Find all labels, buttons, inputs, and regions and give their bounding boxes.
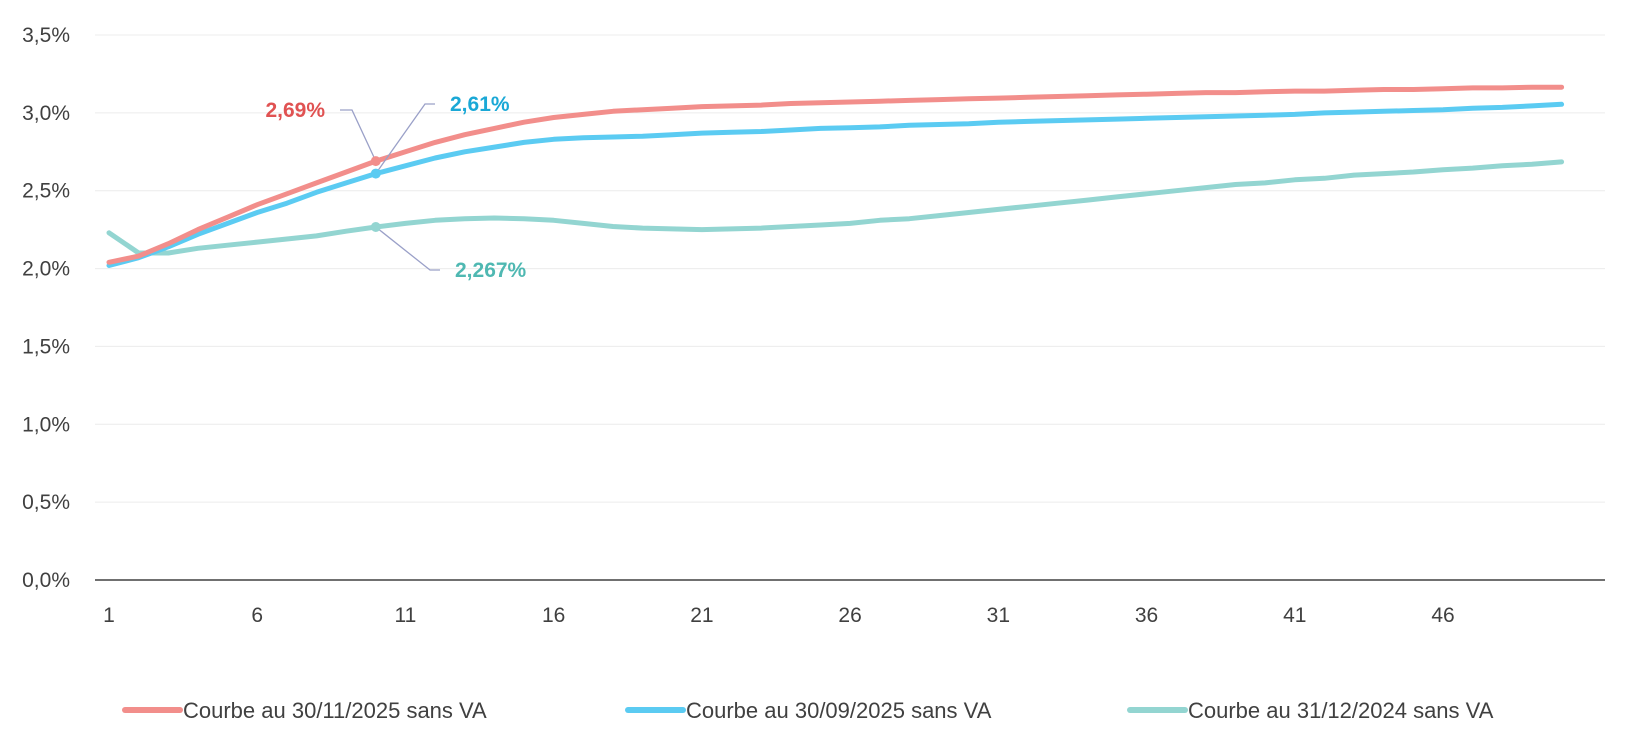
gridlines <box>95 34 1605 503</box>
series-line-2 <box>106 101 1565 268</box>
x-tick-label: 26 <box>838 604 861 627</box>
axes: 0,0%0,5%1,0%1,5%2,0%2,5%3,0%3,5%1 6 11 16 21… <box>22 24 1605 627</box>
series-line-1 <box>106 84 1565 265</box>
series-line-3 <box>106 159 1565 256</box>
y-tick-label: 3,5% <box>22 24 70 47</box>
callout-label: 2,69% <box>265 99 325 122</box>
callout-leader <box>375 103 435 174</box>
x-tick-label: 16 <box>542 604 565 627</box>
series-lines <box>106 84 1565 268</box>
y-tick-label: 1,5% <box>22 335 70 358</box>
x-tick-label: 46 <box>1431 604 1454 627</box>
callout-leader <box>340 109 377 162</box>
callouts: 2,69% 2,61% 2,267% <box>265 93 526 282</box>
legend-label: Courbe au 31/12/2024 sans VA <box>1188 698 1494 723</box>
x-tick-label: 41 <box>1283 604 1306 627</box>
x-tick-label: 31 <box>987 604 1010 627</box>
y-tick-label: 2,0% <box>22 258 70 281</box>
x-tick-label: 36 <box>1135 604 1158 627</box>
data-point-marker <box>370 221 381 232</box>
callout-label: 2,61% <box>450 93 510 116</box>
callout-label: 2,267% <box>455 259 527 282</box>
x-tick-label: 21 <box>690 604 713 627</box>
y-tick-label: 1,0% <box>22 413 70 436</box>
x-tick-label: 11 <box>395 604 417 627</box>
legend-label: Courbe au 30/11/2025 sans VA <box>183 698 487 723</box>
y-tick-label: 2,5% <box>22 180 70 203</box>
x-tick-label: 1 <box>103 604 115 627</box>
y-tick-label: 3,0% <box>22 102 70 125</box>
y-tick-label: 0,0% <box>22 569 70 592</box>
x-tick-label: 6 <box>251 604 263 627</box>
data-point-marker <box>370 168 381 179</box>
y-tick-label: 0,5% <box>22 491 70 514</box>
data-point-marker <box>370 156 381 167</box>
callout-leader <box>375 226 440 271</box>
legend: Courbe au 30/11/2025 sans VA Courbe au 30… <box>122 698 1494 723</box>
legend-label: Courbe au 30/09/2025 sans VA <box>686 698 992 723</box>
